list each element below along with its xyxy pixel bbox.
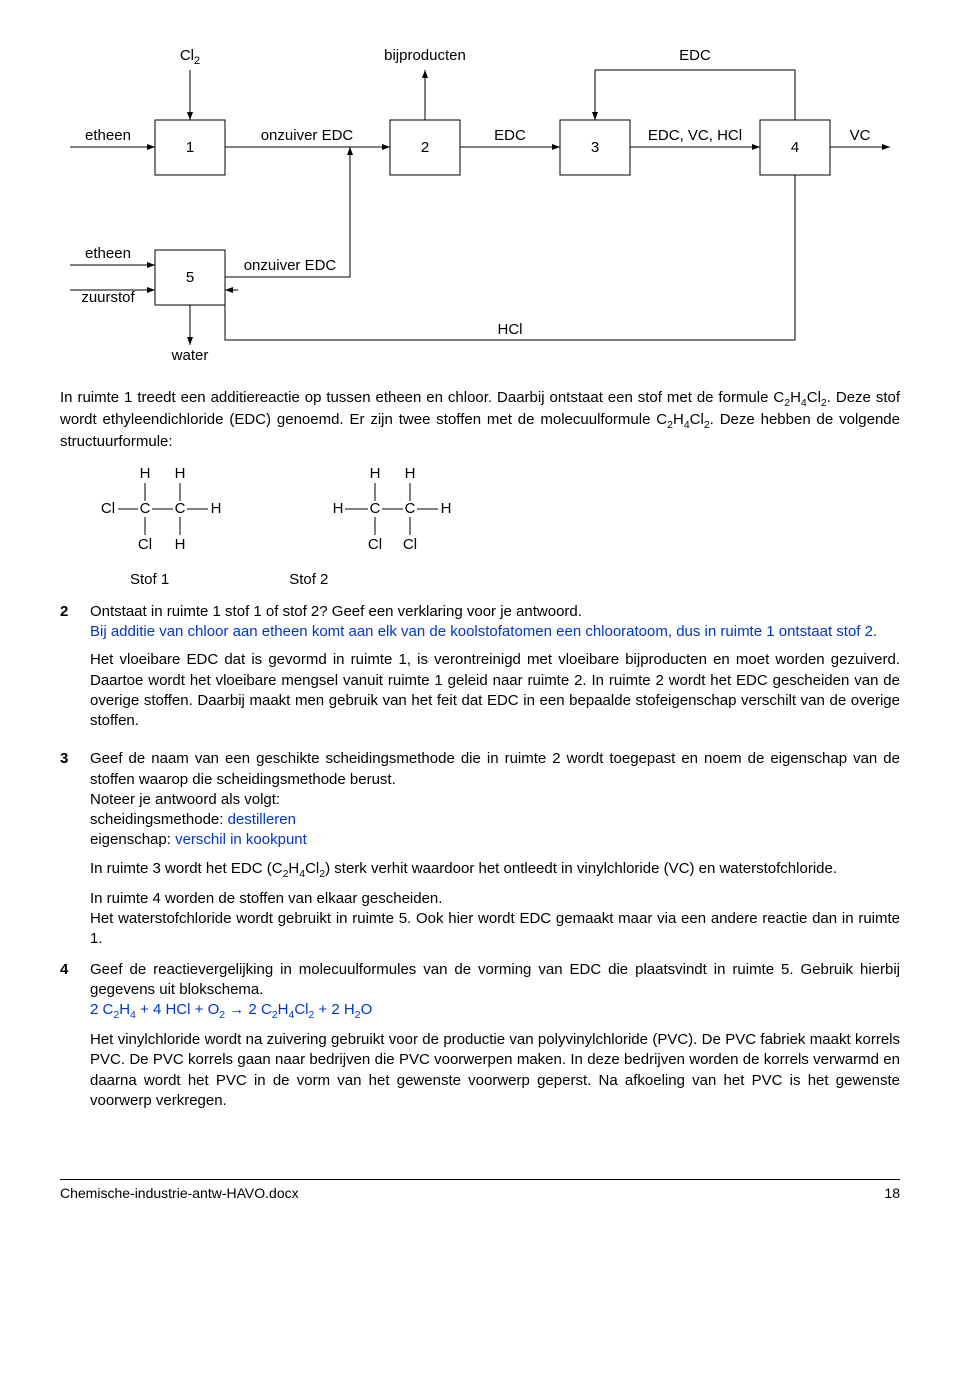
svg-text:H: H — [140, 465, 151, 482]
q4-number: 4 — [60, 960, 90, 1120]
q3-noteer: Noteer je antwoord als volgt: — [90, 790, 900, 810]
diagram-onzuiver-edc2: onzuiver EDC — [244, 257, 337, 274]
svg-text:Cl: Cl — [138, 536, 152, 553]
diagram-box5: 5 — [186, 269, 194, 286]
structure-formulas: H H Cl C C H Cl H H H H C C H Cl Cl — [100, 463, 900, 558]
q4-followup: Het vinylchloride wordt na zuivering geb… — [90, 1030, 900, 1111]
diagram-bij: bijproducten — [384, 47, 466, 64]
svg-text:Cl: Cl — [101, 500, 115, 517]
svg-text:Cl: Cl — [403, 536, 417, 553]
q3-number: 3 — [60, 749, 90, 949]
diagram-box4: 4 — [791, 139, 799, 156]
diagram-zuurstof: zuurstof — [81, 289, 135, 306]
diagram-box2: 2 — [421, 139, 429, 156]
diagram-edc23: EDC — [494, 127, 526, 144]
svg-text:H: H — [370, 465, 381, 482]
diagram-etheen: etheen — [85, 127, 131, 144]
q3-sm: scheidingsmethode: destilleren — [90, 810, 900, 830]
footer-filename: Chemische-industrie-antw-HAVO.docx — [60, 1184, 299, 1203]
q2-question: Ontstaat in ruimte 1 stof 1 of stof 2? G… — [90, 602, 900, 622]
stof-labels: Stof 1 Stof 2 — [130, 570, 900, 590]
diagram-water: water — [171, 347, 209, 364]
svg-text:H: H — [441, 500, 452, 517]
q2-followup: Het vloeibare EDC dat is gevormd in ruim… — [90, 650, 900, 731]
q2-answer: Bij additie van chloor aan etheen komt a… — [90, 622, 900, 642]
svg-text:C: C — [405, 500, 416, 517]
svg-text:C: C — [175, 500, 186, 517]
q3-eig: eigenschap: verschil in kookpunt — [90, 830, 900, 850]
svg-text:H: H — [211, 500, 222, 517]
diagram-hcl: HCl — [498, 321, 523, 338]
svg-text:H: H — [175, 536, 186, 553]
diagram-box1: 1 — [186, 139, 194, 156]
intro-paragraph: In ruimte 1 treedt een additiereactie op… — [60, 388, 900, 453]
page-footer: Chemische-industrie-antw-HAVO.docx 18 — [60, 1179, 900, 1203]
diagram-box3: 3 — [591, 139, 599, 156]
svg-text:C: C — [140, 500, 151, 517]
svg-text:H: H — [405, 465, 416, 482]
svg-text:Cl: Cl — [368, 536, 382, 553]
diagram-etheen2: etheen — [85, 245, 131, 262]
diagram-edc-top: EDC — [679, 47, 711, 64]
diagram-vc: VC — [850, 127, 871, 144]
svg-text:H: H — [333, 500, 344, 517]
stof1-label: Stof 1 — [130, 570, 169, 590]
q4-question: Geef de reactievergelijking in molecuulf… — [90, 960, 900, 1001]
q4-answer: 2 C2H4 + 4 HCl + O2 → 2 C2H4Cl2 + 2 H2O — [90, 1000, 900, 1022]
svg-text:C: C — [370, 500, 381, 517]
q3-p4: Het waterstofchloride wordt gebruikt in … — [90, 909, 900, 950]
q3-question: Geef de naam van een geschikte scheiding… — [90, 749, 900, 790]
diagram-edc-vc-hcl: EDC, VC, HCl — [648, 127, 742, 144]
diagram-cl2: Cl2 — [180, 47, 200, 67]
svg-text:H: H — [175, 465, 186, 482]
process-flow-diagram: 1 2 3 4 5 Cl2 bijproducten EDC etheen on… — [60, 40, 900, 370]
stof2-label: Stof 2 — [289, 570, 328, 590]
q3-p2: In ruimte 3 wordt het EDC (C2H4Cl2) ster… — [90, 859, 900, 881]
q3-p3: In ruimte 4 worden de stoffen van elkaar… — [90, 889, 900, 909]
q2-number: 2 — [60, 602, 90, 740]
diagram-onzuiver-edc: onzuiver EDC — [261, 127, 354, 144]
footer-pagenum: 18 — [884, 1184, 900, 1203]
